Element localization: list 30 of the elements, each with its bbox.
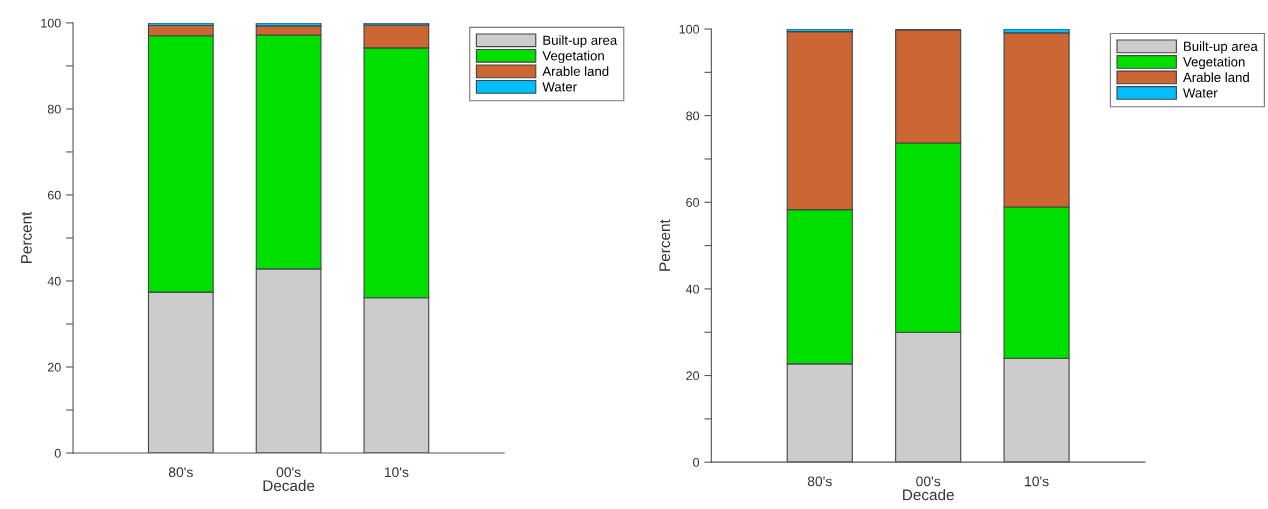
legend-label: Water bbox=[542, 82, 577, 92]
y-tick-label: 100 bbox=[41, 18, 61, 28]
x-axis-title: Decade bbox=[263, 479, 315, 492]
y-tick-label: 0 bbox=[693, 457, 700, 467]
x-tick-label: 80's bbox=[807, 476, 832, 487]
legend-label: Arable land bbox=[1183, 72, 1249, 83]
legend-label: Vegetation bbox=[1183, 56, 1245, 70]
y-axis-title: Percent bbox=[21, 211, 32, 264]
x-tick-label: 10's bbox=[1025, 476, 1049, 487]
y-tick-label: 0 bbox=[54, 448, 61, 458]
x-tick-label: 10's bbox=[384, 467, 409, 478]
y-tick-label: 20 bbox=[47, 362, 61, 372]
y-tick-label: 80 bbox=[686, 111, 700, 121]
x-tick-label: 00's bbox=[276, 467, 301, 478]
y-tick-label: 60 bbox=[686, 198, 700, 207]
y-tick-label: 100 bbox=[679, 24, 700, 34]
y-tick-label: 40 bbox=[685, 284, 700, 294]
legend-label: Water bbox=[1183, 88, 1218, 98]
y-tick-label: 20 bbox=[686, 371, 700, 381]
y-tick-label: 60 bbox=[47, 190, 61, 200]
x-tick-label: 80's bbox=[168, 467, 193, 478]
legend-label: Built-up area bbox=[543, 35, 618, 48]
x-tick-label: 00's bbox=[916, 476, 941, 487]
legend-label: Arable land bbox=[542, 66, 609, 76]
legend-label: Vegetation bbox=[542, 50, 604, 64]
y-tick-label: 40 bbox=[47, 276, 61, 286]
legend-label: Built-up area bbox=[1184, 41, 1258, 54]
y-tick-label: 80 bbox=[47, 104, 61, 114]
y-axis-title: Percent bbox=[659, 219, 671, 271]
x-axis-title: Decade bbox=[903, 489, 954, 501]
